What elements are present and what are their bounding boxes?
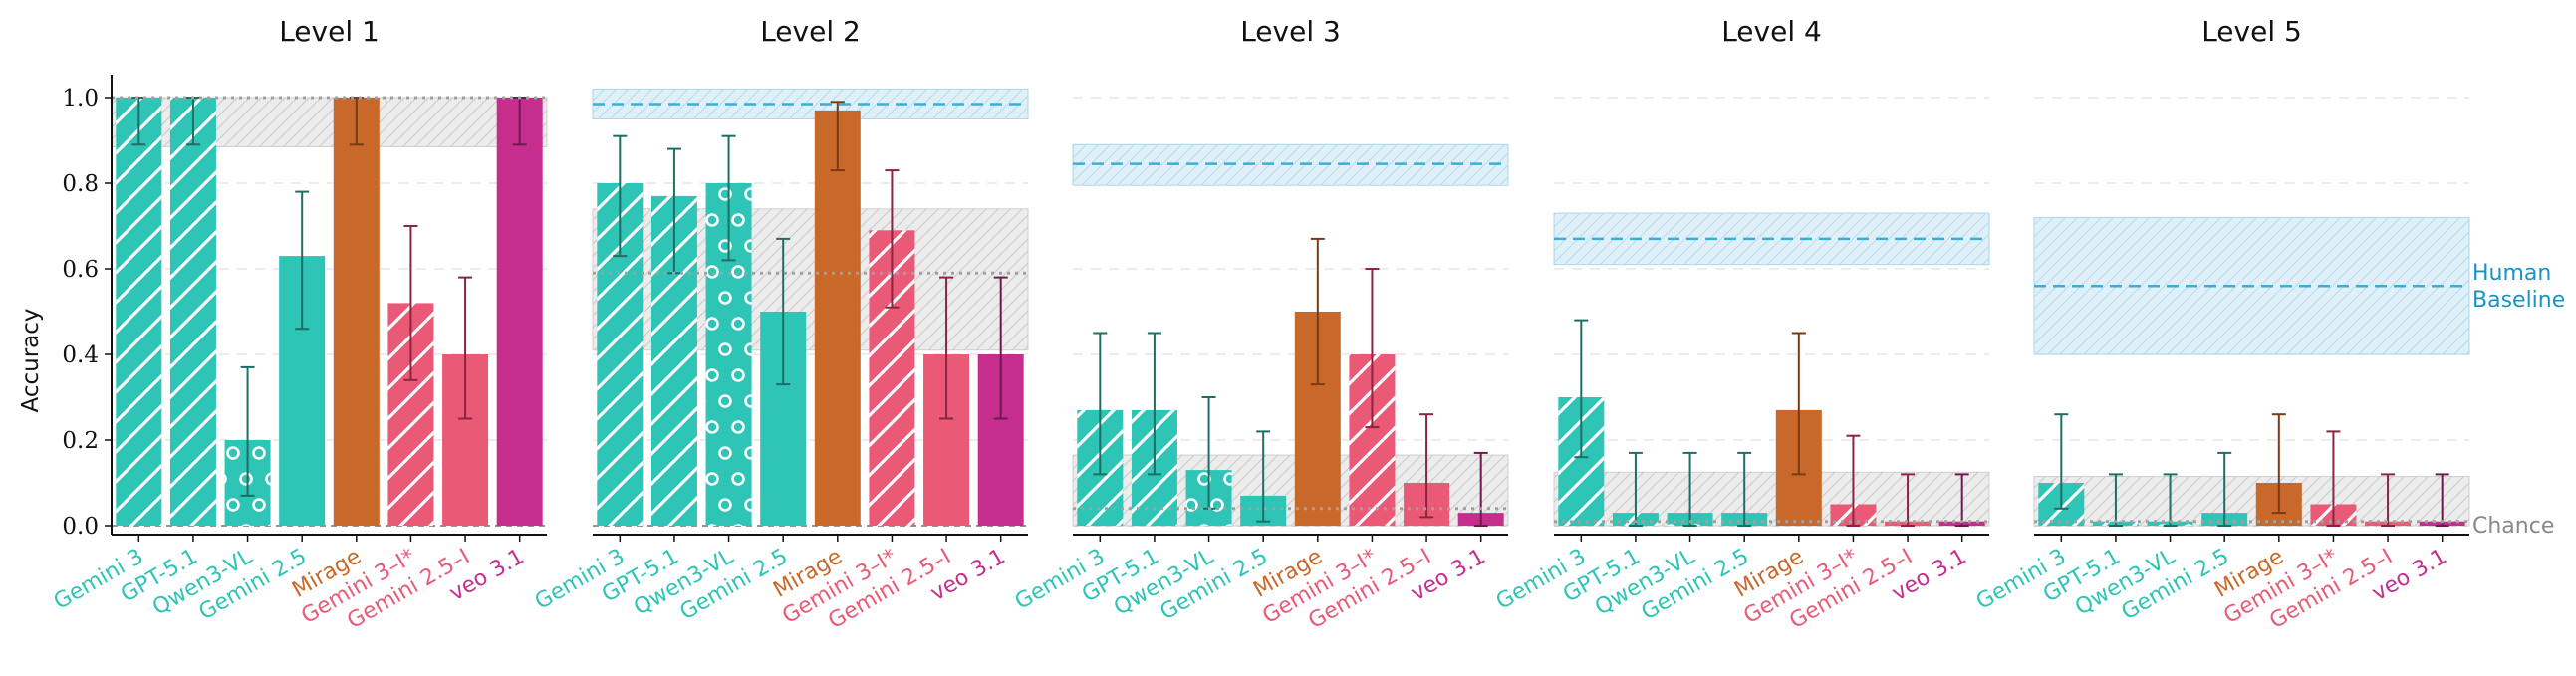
gray-band-hatch [2034,476,2469,526]
y-tick-label: 0.6 [62,257,99,283]
panel-title: Level 5 [2201,15,2302,48]
bar [814,110,861,527]
y-tick-label: 0.2 [62,428,99,454]
human-baseline-label-line1: Human [2472,261,2551,286]
y-tick-label: 0.8 [62,171,99,197]
human-baseline-label-line2: Baseline [2472,288,2565,313]
panel-title: Level 1 [279,15,380,48]
y-tick-label: 1.0 [62,86,99,112]
bar-hatch [169,98,216,526]
chance-label: Chance [2472,514,2554,539]
y-tick-label: 0.0 [62,514,99,540]
y-tick-label: 0.4 [62,342,99,368]
panel-title: Level 2 [760,15,861,48]
bar [496,98,543,526]
bar [333,98,380,526]
panel-title: Level 3 [1240,15,1341,48]
bar-hatch [116,98,162,526]
y-axis-label: Accuracy [18,308,44,412]
panel-title: Level 4 [1721,15,1822,48]
